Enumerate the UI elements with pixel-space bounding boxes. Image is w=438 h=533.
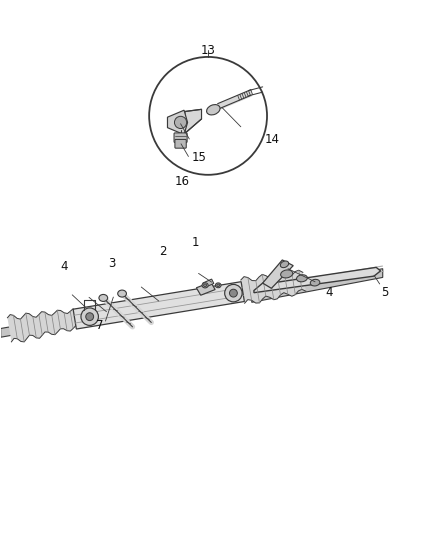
Polygon shape	[252, 269, 383, 302]
Ellipse shape	[99, 294, 108, 302]
Ellipse shape	[207, 104, 220, 115]
Text: 5: 5	[381, 286, 389, 299]
Text: 4: 4	[325, 286, 333, 299]
Ellipse shape	[280, 261, 289, 268]
Polygon shape	[196, 282, 215, 295]
Ellipse shape	[310, 279, 320, 286]
Circle shape	[81, 308, 99, 326]
Text: 13: 13	[201, 44, 215, 57]
Circle shape	[174, 116, 187, 128]
Polygon shape	[1, 312, 92, 337]
Ellipse shape	[202, 282, 208, 288]
Ellipse shape	[297, 274, 307, 282]
Text: 2: 2	[159, 245, 167, 258]
Polygon shape	[185, 109, 201, 133]
Circle shape	[230, 289, 237, 297]
Polygon shape	[241, 270, 306, 303]
Polygon shape	[7, 309, 76, 342]
Polygon shape	[254, 268, 381, 293]
Circle shape	[225, 285, 242, 302]
Text: 16: 16	[174, 175, 189, 188]
Text: 15: 15	[192, 151, 207, 164]
Polygon shape	[73, 282, 244, 329]
Polygon shape	[263, 260, 293, 288]
Ellipse shape	[281, 270, 293, 278]
Polygon shape	[167, 110, 187, 135]
Text: 1: 1	[191, 236, 199, 248]
FancyBboxPatch shape	[175, 140, 186, 148]
Polygon shape	[203, 279, 214, 287]
Ellipse shape	[118, 290, 127, 297]
Ellipse shape	[215, 283, 221, 288]
Text: 7: 7	[96, 319, 104, 333]
Text: 3: 3	[108, 257, 116, 270]
FancyBboxPatch shape	[174, 133, 187, 142]
Circle shape	[86, 313, 94, 320]
Text: 14: 14	[265, 133, 280, 147]
Text: 4: 4	[60, 260, 68, 273]
Ellipse shape	[204, 284, 207, 287]
Ellipse shape	[217, 284, 219, 287]
